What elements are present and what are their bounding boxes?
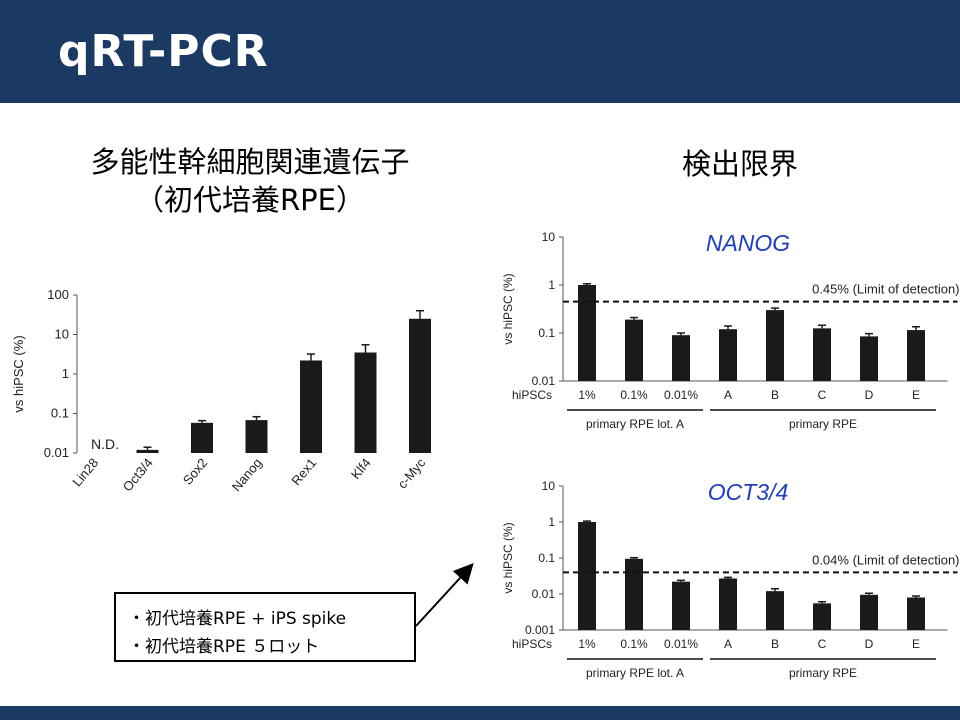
bar: [672, 581, 690, 630]
x-tick-label: A: [724, 637, 732, 651]
left-chart-heading: 多能性幹細胞関連遺伝子 （初代培養RPE）: [40, 143, 460, 219]
y-tick-label: 0.01: [44, 445, 69, 460]
bar: [766, 591, 784, 630]
slide-footer: [0, 706, 960, 720]
y-tick-label: 10: [542, 230, 556, 244]
bar: [191, 422, 213, 453]
x-tick-label: C: [818, 388, 827, 402]
x-tick-label: Sox2: [180, 455, 211, 487]
bar: [578, 522, 596, 630]
bar: [625, 319, 643, 381]
legend-item-spike: ・初代培養RPE + iPS spike: [128, 609, 347, 629]
bar: [813, 328, 831, 381]
bar: [672, 335, 690, 381]
left-heading-line1: 多能性幹細胞関連遺伝子: [90, 145, 410, 179]
x-tick-label: D: [865, 388, 874, 402]
group-label: primary RPE lot. A: [586, 417, 684, 431]
chart-title: OCT3/4: [708, 479, 789, 505]
x-tick-label: 0.01%: [664, 637, 698, 651]
threshold-label: 0.45% (Limit of detection): [812, 282, 959, 297]
bar: [719, 578, 737, 630]
y-axis-label: vs hiPSC (%): [501, 273, 515, 344]
threshold-label: 0.04% (Limit of detection): [812, 552, 959, 567]
callout-arrow: [415, 563, 474, 627]
x-tick-label: Rex1: [288, 455, 319, 488]
group-label: primary RPE: [789, 417, 857, 431]
y-tick-label: 10: [542, 479, 556, 493]
bar: [766, 310, 784, 381]
x-tick-label: A: [724, 388, 732, 402]
row-label: hiPSCs: [512, 388, 552, 402]
x-tick-label: E: [912, 388, 920, 402]
x-tick-label: 1%: [578, 637, 596, 651]
bar: [300, 360, 322, 453]
y-tick-label: 1: [548, 515, 555, 529]
bar: [860, 336, 878, 381]
bar: [354, 352, 377, 453]
y-tick-label: 0.1: [538, 551, 555, 565]
x-tick-label: 1%: [578, 388, 596, 402]
chart-2: 10 1 0.1 0.01 vs hiPSC (%) NANOG 1% 0.1% 0.01% A B…: [501, 230, 960, 431]
bar: [245, 420, 268, 453]
y-tick-label: 0.1: [51, 406, 69, 421]
x-tick-label: Nanog: [229, 455, 265, 494]
group-label: primary RPE lot. A: [586, 666, 684, 680]
legend-item-lots: ・初代培養RPE ５ロット: [128, 637, 320, 657]
chart-3: 10 1 0.1 0.01 0.001 vs hiPSC (%) OCT3/4 1% 0.1% 0…: [501, 479, 960, 680]
x-tick-label: D: [865, 637, 874, 651]
group-label: primary RPE: [789, 666, 857, 680]
x-tick-label: C: [818, 637, 827, 651]
x-tick-label: c-Myc: [395, 455, 429, 492]
y-tick-label: 0.01: [532, 374, 556, 388]
bar: [813, 603, 831, 630]
y-axis-label: vs hiPSC (%): [501, 522, 515, 593]
x-tick-label: 0.01%: [664, 388, 698, 402]
left-heading-line2: （初代培養RPE）: [135, 183, 365, 217]
legend-box: ・初代培養RPE + iPS spike ・初代培養RPE ５ロット: [114, 592, 416, 662]
y-tick-label: 10: [55, 327, 69, 342]
bar: [136, 449, 159, 453]
row-label: hiPSCs: [512, 637, 552, 651]
bar: [719, 329, 737, 381]
x-tick-label: B: [771, 637, 779, 651]
y-axis-label: vs hiPSC (%): [11, 335, 26, 412]
y-tick-label: 1: [548, 278, 555, 292]
bar: [578, 285, 596, 381]
bar: [907, 330, 925, 381]
x-tick-label: Oct3/4: [120, 455, 156, 494]
y-tick-label: 1: [62, 366, 69, 381]
chart-title: NANOG: [706, 230, 790, 256]
bar: [860, 594, 878, 630]
x-tick-label: 0.1%: [620, 637, 648, 651]
bar: [409, 318, 431, 453]
x-tick-label: 0.1%: [620, 388, 648, 402]
right-chart-heading: 検出限界: [681, 147, 798, 181]
x-tick-label: B: [771, 388, 779, 402]
y-tick-label: 100: [47, 287, 69, 302]
x-tick-label: Lin28: [69, 455, 101, 489]
y-tick-label: 0.1: [538, 326, 555, 340]
slide-title: qRT-PCR: [58, 26, 269, 77]
y-tick-label: 0.01: [532, 587, 556, 601]
bar: [625, 558, 643, 630]
bar: [907, 597, 925, 630]
slide-header: qRT-PCR: [0, 0, 960, 103]
y-tick-label: 0.001: [525, 623, 555, 637]
chart-1: 100 10 1 0.1 0.01 vs hiPSC (%) Lin28 Oct3/4 Sox2…: [11, 287, 431, 494]
x-tick-label: Klf4: [348, 455, 374, 482]
x-tick-label: E: [912, 637, 920, 651]
nd-annotation: N.D.: [91, 436, 119, 452]
